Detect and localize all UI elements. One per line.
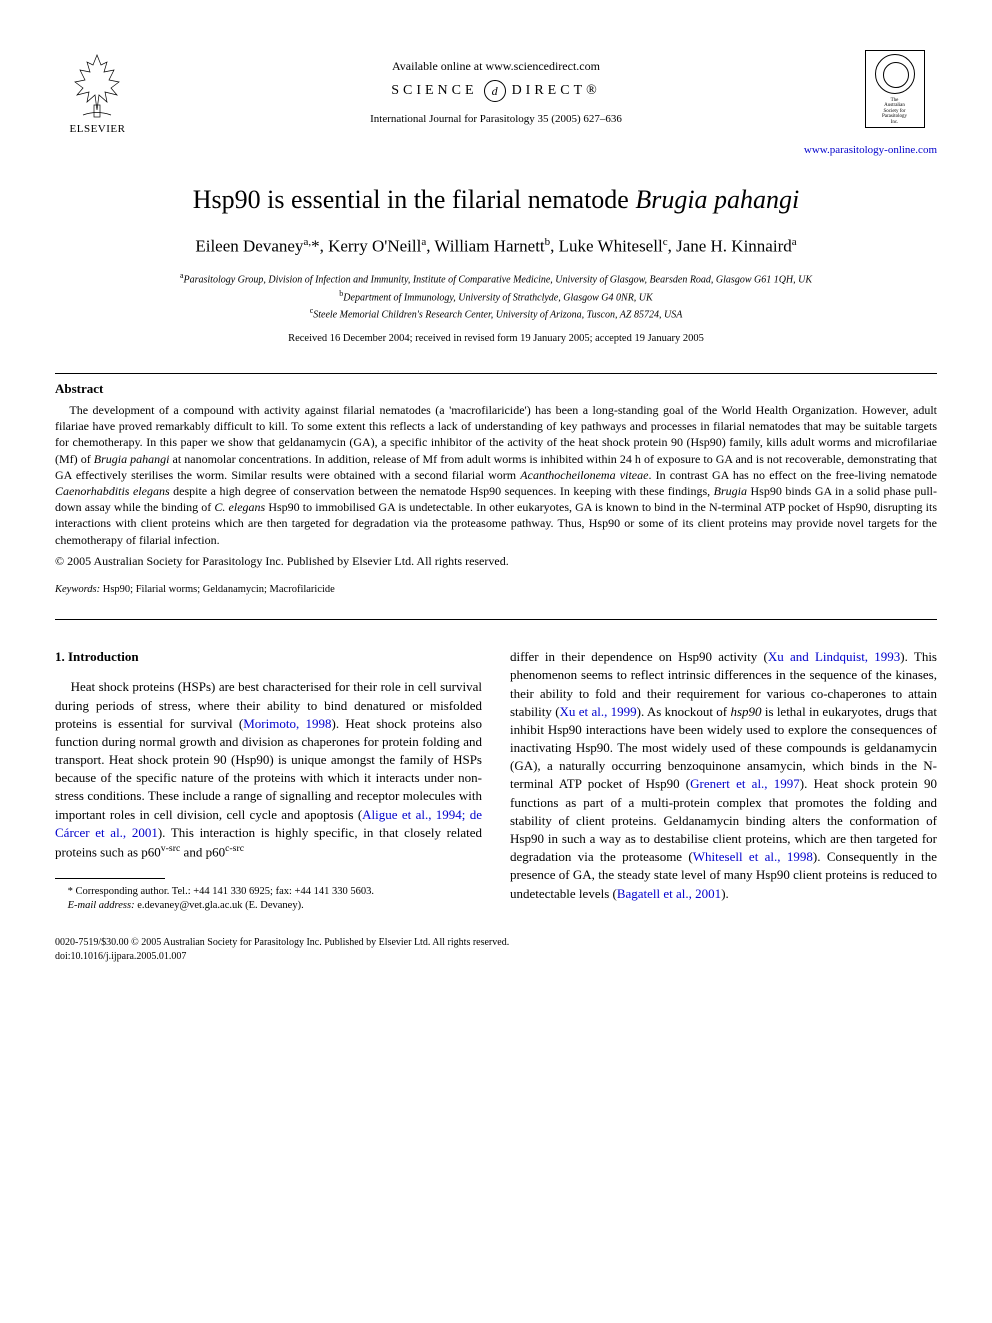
elsevier-tree-icon [65,50,130,120]
society-circle-icon [875,54,915,94]
title-italic: Brugia pahangi [635,185,799,214]
page-container: ELSEVIER Available online at www.science… [0,0,992,1004]
keywords-label: Keywords: [55,584,100,595]
affiliation-b: bDepartment of Immunology, University of… [55,288,937,305]
abstract-heading: Abstract [55,380,937,398]
authors-line: Eileen Devaneya,*, Kerry O'Neilla, Willi… [55,235,937,259]
divider-top [55,373,937,374]
sciencedirect-logo: SCIENCE d DIRECT® [140,80,852,102]
affiliations: aParasitology Group, Division of Infecti… [55,270,937,322]
keywords-text: Hsp90; Filarial worms; Geldanamycin; Mac… [100,584,335,595]
doi-line: doi:10.1016/j.ijpara.2005.01.007 [55,950,937,964]
header-center: Available online at www.sciencedirect.co… [140,50,852,127]
abstract-copyright: © 2005 Australian Society for Parasitolo… [55,553,937,569]
online-link[interactable]: www.parasitology-online.com [55,143,937,158]
email-address: e.devaney@vet.gla.ac.uk (E. Devaney). [135,900,304,911]
availability-line: Available online at www.sciencedirect.co… [140,58,852,74]
journal-reference: International Journal for Parasitology 3… [140,112,852,127]
abstract-body: The development of a compound with activ… [55,402,937,548]
society-box: The Australian Society for Parasitology … [865,50,925,128]
divider-bottom [55,619,937,620]
bottom-meta: 0020-7519/$30.00 © 2005 Australian Socie… [55,936,937,964]
elsevier-label: ELSEVIER [70,122,126,137]
intro-right-text: differ in their dependence on Hsp90 acti… [510,648,937,903]
article-dates: Received 16 December 2004; received in r… [55,332,937,346]
corresponding-author: * Corresponding author. Tel.: +44 141 33… [55,885,482,900]
at-icon: d [484,80,506,102]
column-left: 1. Introduction Heat shock proteins (HSP… [55,648,482,914]
header-row: ELSEVIER Available online at www.science… [55,50,937,137]
society-line-4: Inc. [891,120,899,126]
affiliation-a: aParasitology Group, Division of Infecti… [55,270,937,287]
email-line: E-mail address: e.devaney@vet.gla.ac.uk … [55,899,482,914]
keywords-line: Keywords: Hsp90; Filarial worms; Geldana… [55,583,937,597]
affiliation-c: cSteele Memorial Children's Research Cen… [55,305,937,322]
article-title: Hsp90 is essential in the filarial nemat… [55,182,937,217]
email-label: E-mail address: [68,900,135,911]
title-prefix: Hsp90 is essential in the filarial nemat… [193,185,636,214]
body-columns: 1. Introduction Heat shock proteins (HSP… [55,648,937,914]
society-logo: The Australian Society for Parasitology … [852,50,937,128]
elsevier-logo: ELSEVIER [55,50,140,137]
footnote-block: * Corresponding author. Tel.: +44 141 33… [55,885,482,914]
issn-line: 0020-7519/$30.00 © 2005 Australian Socie… [55,936,937,950]
footnote-separator [55,878,165,879]
intro-left-text: Heat shock proteins (HSPs) are best char… [55,678,482,861]
intro-heading: 1. Introduction [55,648,482,666]
sd-left: SCIENCE [391,82,477,101]
column-right: differ in their dependence on Hsp90 acti… [510,648,937,914]
sd-right: DIRECT® [512,82,601,101]
